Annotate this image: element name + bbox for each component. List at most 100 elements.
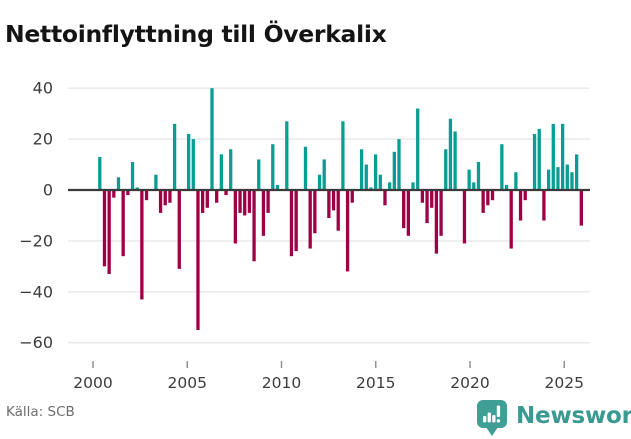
- bar: [565, 164, 569, 190]
- bar: [135, 187, 139, 190]
- bar: [439, 190, 443, 236]
- bar-chart-badge-icon: [477, 400, 507, 436]
- bar: [532, 134, 537, 190]
- bar: [425, 190, 429, 224]
- bar: [472, 182, 476, 190]
- bar: [359, 149, 364, 190]
- y-axis-labels: 40 20 0 −20 −40 −60: [19, 79, 53, 353]
- bar: [196, 190, 200, 330]
- bar: [331, 190, 336, 211]
- bar: [341, 121, 345, 190]
- bar: [364, 164, 368, 190]
- bar: [579, 190, 583, 226]
- x-axis-ticks: [92, 361, 565, 368]
- bar: [551, 123, 555, 190]
- x-tick-label: 2015: [356, 374, 395, 392]
- bar: [378, 174, 382, 190]
- x-tick-label: 2025: [545, 374, 584, 392]
- bar: [345, 190, 350, 272]
- bar: [350, 190, 354, 203]
- x-tick-label: 2020: [450, 374, 489, 392]
- bar: [229, 149, 233, 190]
- bar: [542, 190, 546, 221]
- bar: [322, 159, 326, 190]
- bar: [392, 151, 396, 190]
- bar: [560, 123, 565, 190]
- bar: [411, 182, 415, 190]
- bar: [537, 128, 541, 190]
- bar: [102, 190, 107, 267]
- newsworthy-logo-link[interactable]: Newsworthy: [476, 399, 631, 437]
- bar: [416, 108, 420, 190]
- net-migration-bar-chart: 40 20 0 −20 −40 −60 2000 2005 2010 2015 2020 2025: [19, 79, 590, 392]
- bar: [453, 131, 457, 190]
- bar: [289, 190, 294, 257]
- x-tick-label: 2005: [168, 374, 207, 392]
- source-note: Källa: SCB: [6, 404, 75, 420]
- y-tick-label: −20: [19, 231, 53, 250]
- bar: [154, 174, 158, 190]
- bar: [546, 169, 551, 190]
- y-tick-label: −60: [19, 333, 53, 352]
- bar: [570, 172, 574, 190]
- bar: [556, 167, 560, 190]
- badge-shape: [477, 400, 507, 436]
- bar: [219, 154, 223, 190]
- bar: [486, 190, 490, 206]
- x-axis-labels: 2000 2005 2010 2015 2020 2025: [73, 374, 584, 392]
- bar: [462, 190, 467, 244]
- bar: [177, 190, 181, 269]
- bar: [467, 169, 471, 190]
- bar: [336, 190, 340, 231]
- y-tick-label: 20: [33, 130, 53, 149]
- bar: [186, 134, 191, 190]
- bar: [383, 190, 387, 206]
- bar: [397, 139, 401, 190]
- bar: [514, 172, 518, 190]
- bar: [373, 154, 378, 190]
- bar: [238, 190, 242, 213]
- bar: [98, 156, 102, 190]
- y-tick-label: 40: [33, 79, 53, 98]
- bar: [140, 190, 144, 300]
- bars: [98, 88, 583, 330]
- x-tick-label: 2000: [73, 374, 112, 392]
- bar: [575, 154, 579, 190]
- bar: [144, 190, 149, 201]
- bar: [210, 88, 214, 190]
- bar: [518, 190, 523, 221]
- bar: [266, 190, 270, 213]
- bar: [504, 184, 509, 190]
- bar: [201, 190, 205, 213]
- bar: [252, 190, 256, 262]
- bar: [313, 190, 317, 234]
- bar: [294, 190, 298, 252]
- page-title: Nettoinflyttning till Överkalix: [5, 19, 387, 48]
- bar: [444, 149, 448, 190]
- bar: [481, 190, 485, 213]
- bar: [233, 190, 238, 244]
- newsworthy-wordmark: Newsworthy: [516, 403, 631, 429]
- bar: [116, 177, 121, 190]
- y-tick-label: −40: [19, 282, 53, 301]
- bar: [285, 121, 289, 190]
- bar: [476, 162, 481, 190]
- bar: [247, 190, 252, 213]
- bar: [369, 187, 373, 190]
- bar: [402, 190, 406, 229]
- bar: [420, 190, 425, 203]
- bar: [448, 118, 453, 190]
- gridlines: [68, 87, 590, 344]
- bar: [243, 190, 247, 216]
- bar: [158, 190, 163, 213]
- bar: [172, 123, 177, 190]
- chart-area: 40 20 0 −20 −40 −60 2000 2005 2010 2015 2020 2025: [0, 70, 631, 400]
- bar: [303, 146, 308, 190]
- bar: [490, 190, 495, 201]
- bar: [261, 190, 266, 236]
- bar: [430, 190, 434, 208]
- bar: [275, 184, 280, 190]
- bar: [191, 139, 195, 190]
- bar: [500, 144, 504, 190]
